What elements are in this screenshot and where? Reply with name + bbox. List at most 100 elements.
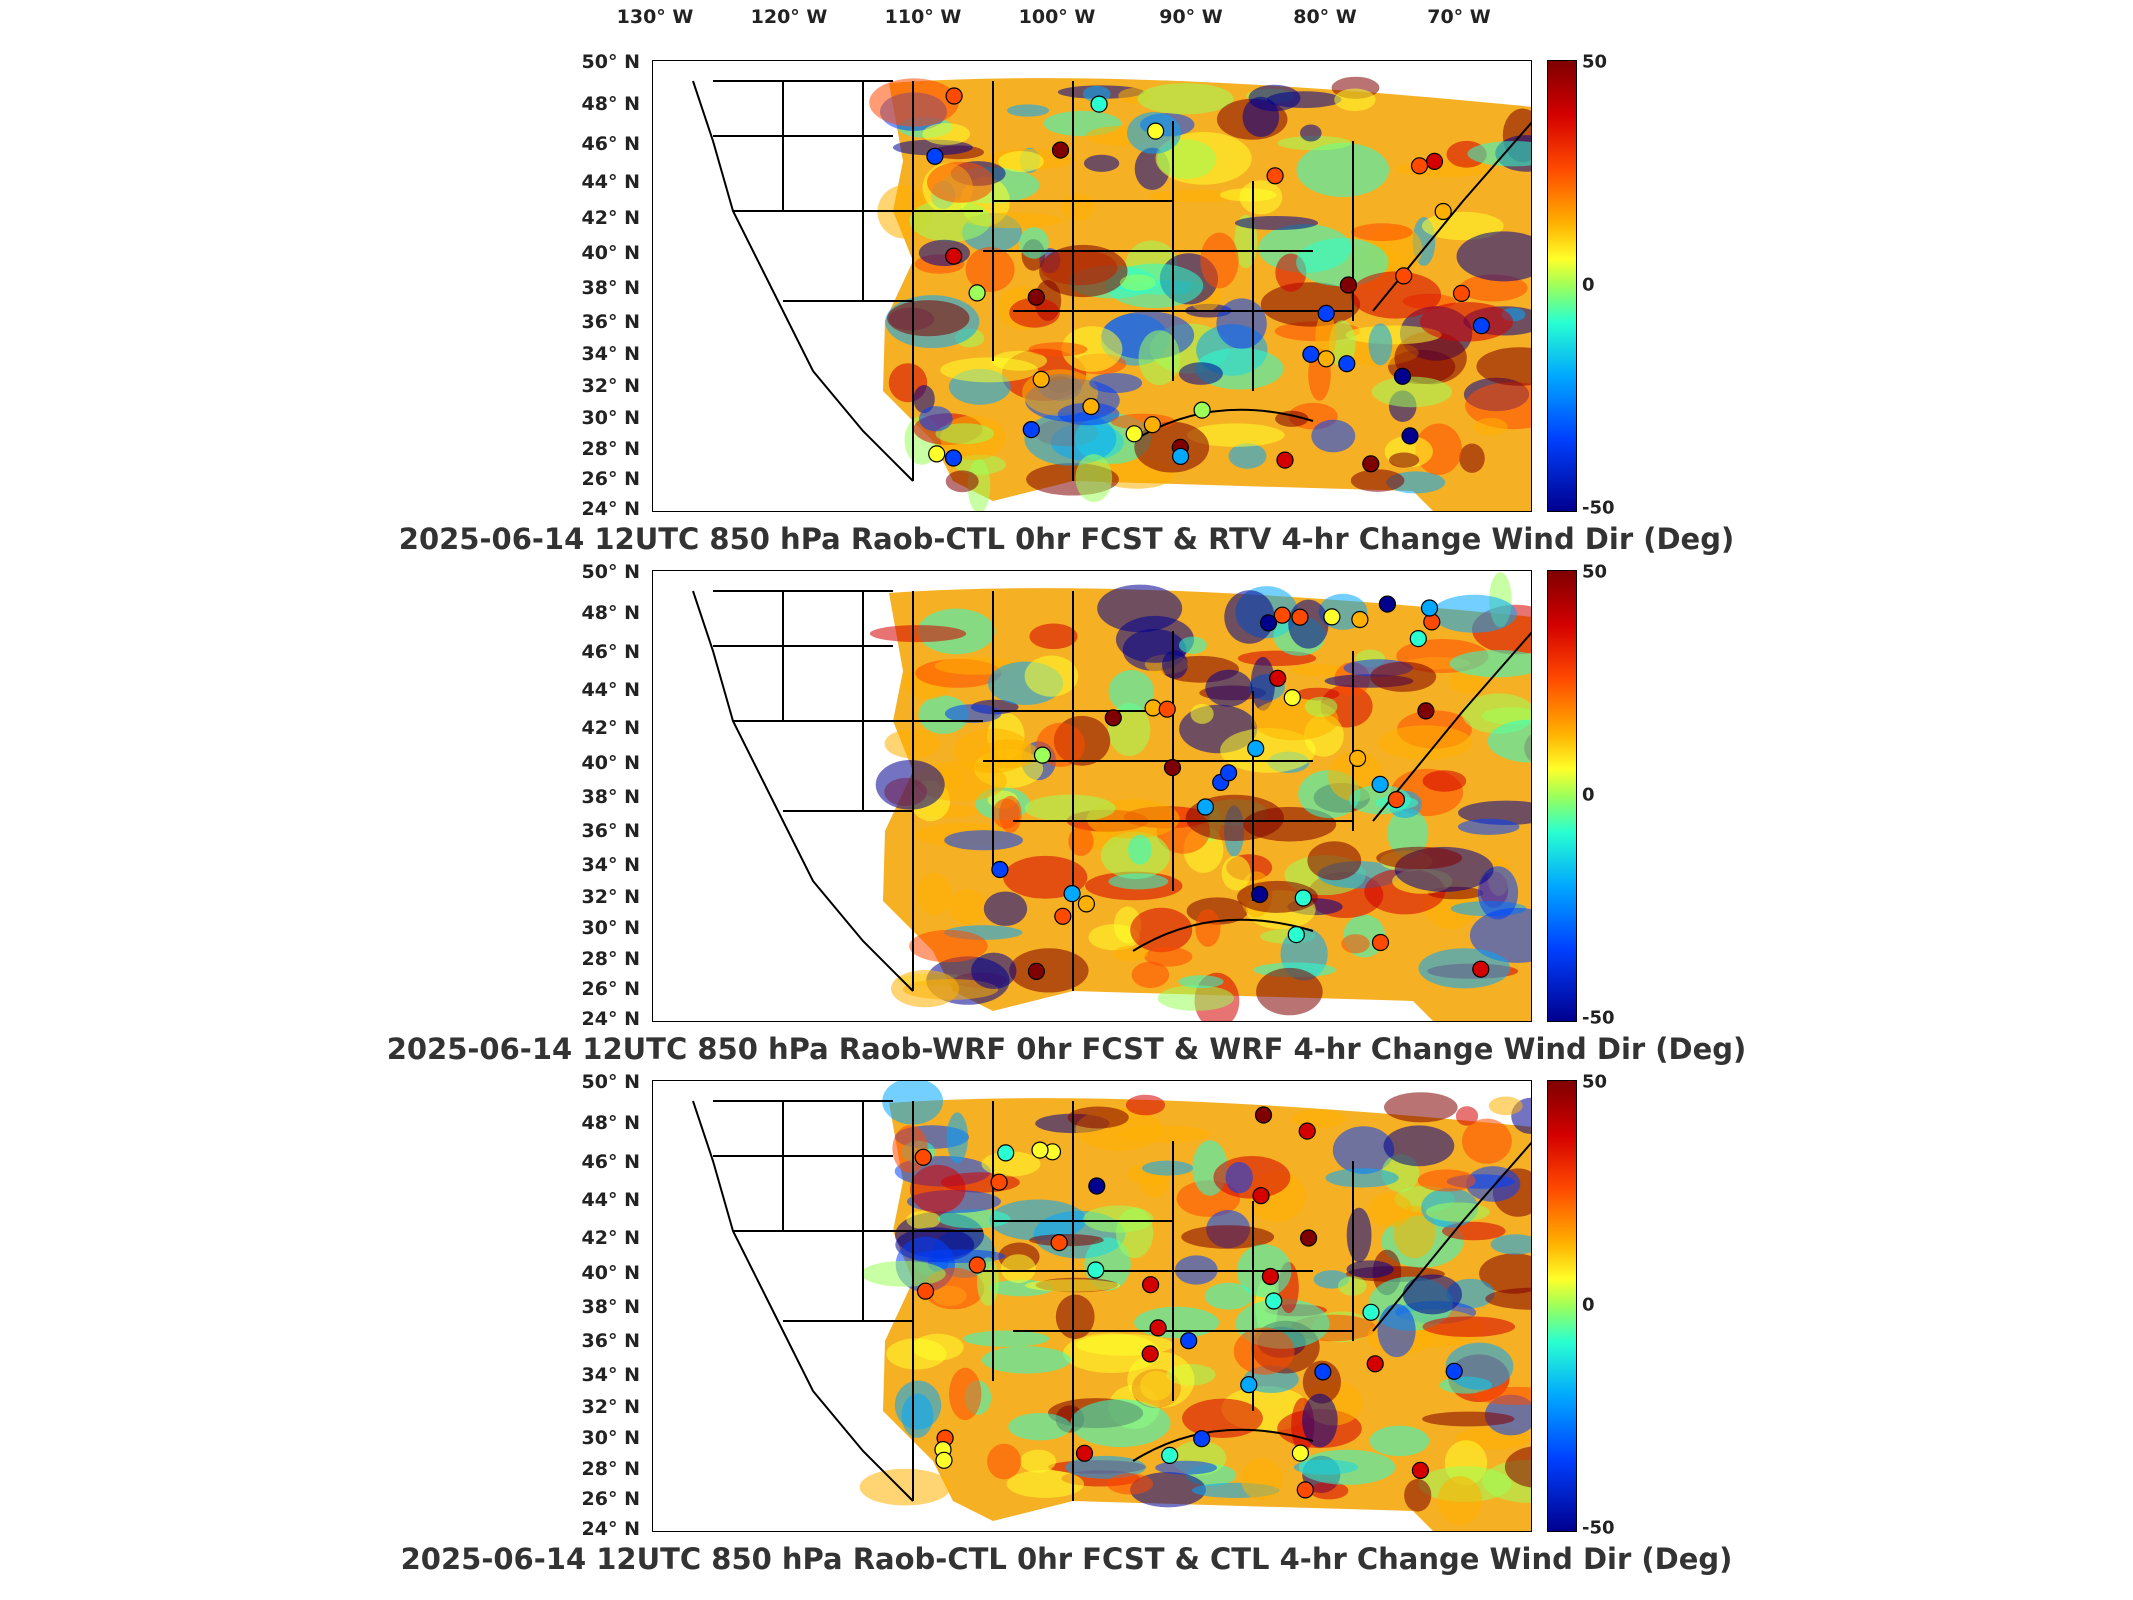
lat-label: 46° N <box>581 1151 640 1173</box>
lat-label: 42° N <box>581 207 640 229</box>
field-blob <box>1234 216 1319 230</box>
lat-label: 48° N <box>581 93 640 115</box>
field-blob <box>1260 282 1361 327</box>
field-blob <box>1448 670 1485 694</box>
station-marker <box>1317 350 1335 368</box>
colorbar-max-label: 50 <box>1582 561 1608 583</box>
station-marker <box>1265 1292 1283 1310</box>
station-marker <box>997 1144 1015 1162</box>
lat-label: 38° N <box>581 786 640 808</box>
station-marker <box>1294 889 1312 907</box>
field-blob <box>1346 1260 1394 1278</box>
field-blob <box>1250 656 1275 711</box>
field-blob <box>981 1151 1041 1177</box>
field-blob <box>1061 193 1095 221</box>
lat-label: 46° N <box>581 641 640 663</box>
station-marker <box>990 1173 1008 1191</box>
boundary-line <box>782 81 994 481</box>
lat-label: 28° N <box>581 1458 640 1480</box>
field-blob <box>1000 1254 1036 1283</box>
field-blob <box>1144 946 1193 967</box>
station-marker <box>1161 1446 1179 1464</box>
colorbar <box>1547 60 1577 512</box>
lon-label: 100° W <box>1018 6 1096 28</box>
boundary-line <box>713 1100 983 1322</box>
field-blob <box>1178 975 1224 989</box>
station-marker <box>1141 1345 1159 1363</box>
colorbar-min-label: -50 <box>1582 497 1615 519</box>
field-blob <box>1007 104 1049 117</box>
field-blob <box>1228 443 1267 469</box>
field-blob <box>1137 83 1234 115</box>
station-marker <box>1410 157 1429 175</box>
station-marker <box>1087 1261 1105 1279</box>
lat-label: 40° N <box>581 752 640 774</box>
station-marker <box>1371 933 1390 952</box>
lat-label: 42° N <box>581 717 640 739</box>
field-blob <box>1156 139 1217 179</box>
field-blob <box>1024 655 1079 697</box>
colorbar <box>1547 570 1577 1022</box>
lat-label: 28° N <box>581 948 640 970</box>
station-marker <box>1193 1430 1211 1448</box>
station-marker <box>1425 152 1444 171</box>
field-blob <box>1404 1479 1432 1512</box>
field-blob <box>1302 1393 1338 1448</box>
station-marker <box>1193 401 1211 419</box>
field-blob <box>916 872 952 916</box>
field-blob <box>1371 376 1452 408</box>
field-blob <box>927 161 995 203</box>
field-blob <box>886 1338 947 1370</box>
field-blob <box>1431 594 1517 633</box>
field-blob <box>1459 274 1528 302</box>
field-blob <box>1089 373 1143 393</box>
station-marker <box>1075 1444 1094 1462</box>
field-blob <box>1300 124 1322 142</box>
field-blob <box>1216 298 1267 349</box>
map-graphic <box>692 572 1531 1021</box>
map-plot-area <box>652 1080 1532 1532</box>
lon-label: 130° W <box>616 6 694 28</box>
field-blob <box>1476 347 1531 386</box>
station-marker <box>1051 141 1070 159</box>
lat-label: 32° N <box>581 886 640 908</box>
field-blob <box>1350 271 1442 319</box>
raob-stations <box>991 595 1490 980</box>
field-blob <box>1128 834 1152 865</box>
lat-label: 44° N <box>581 1189 640 1211</box>
field-blob <box>967 458 991 511</box>
field-blob <box>1394 331 1467 385</box>
boundary-line <box>692 590 914 992</box>
station-marker <box>1196 798 1215 816</box>
station-marker <box>1434 202 1452 221</box>
field-blob <box>1332 1126 1395 1174</box>
station-marker <box>935 1451 953 1469</box>
station-marker <box>1027 962 1045 980</box>
station-marker <box>1323 608 1341 626</box>
field-blob <box>1221 855 1251 891</box>
field-blob <box>1219 188 1277 202</box>
station-marker <box>1031 1141 1049 1159</box>
field-blob <box>1178 636 1207 654</box>
field-blob <box>963 1330 1050 1347</box>
station-marker <box>1420 599 1439 617</box>
field-blob <box>1115 1207 1154 1259</box>
lat-label: 36° N <box>581 1330 640 1352</box>
map-plot-area <box>652 570 1532 1022</box>
field-blob <box>1479 1253 1531 1294</box>
lat-label: 34° N <box>581 343 640 365</box>
wind-direction-field <box>859 1081 1531 1525</box>
lat-label: 36° N <box>581 311 640 333</box>
lat-label: 32° N <box>581 1396 640 1418</box>
colorbar-mid-label: 0 <box>1582 274 1595 296</box>
field-blob <box>1204 1282 1253 1310</box>
lat-label: 42° N <box>581 1227 640 1249</box>
field-blob <box>946 1112 968 1164</box>
field-blob <box>869 625 967 643</box>
field-blob <box>1125 1094 1166 1116</box>
field-blob <box>998 151 1044 172</box>
lat-label: 34° N <box>581 854 640 876</box>
field-blob <box>1376 846 1463 870</box>
station-marker <box>1143 416 1161 434</box>
field-blob <box>1111 413 1176 430</box>
